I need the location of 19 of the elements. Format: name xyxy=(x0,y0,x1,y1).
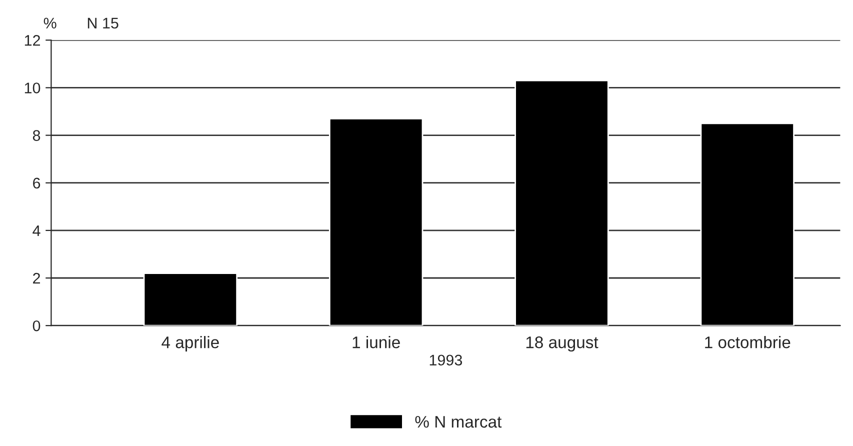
bar xyxy=(328,118,424,326)
y-tick-label: 10 xyxy=(24,82,40,94)
y-tick-label: 4 xyxy=(32,225,40,236)
y-axis-title: % xyxy=(44,18,56,28)
x-axis-title: 1993 xyxy=(430,354,462,366)
y-tick-label: 0 xyxy=(32,320,40,332)
y-tick-label: 12 xyxy=(24,35,40,46)
bar xyxy=(514,80,609,326)
bar xyxy=(700,122,794,326)
y-tick-label: 8 xyxy=(32,130,40,141)
chart-title: N 15 xyxy=(88,18,118,29)
x-tick-label: 4 aprilie xyxy=(162,336,219,352)
y-tick-label: 6 xyxy=(33,178,40,189)
legend-label: % N marcat xyxy=(415,416,502,428)
x-tick-label: 18 august xyxy=(526,336,598,352)
x-tick-label: 1 iunie xyxy=(352,336,400,348)
x-tick-label: 1 octombrie xyxy=(705,336,790,348)
bar xyxy=(143,272,238,326)
y-tick-label: 2 xyxy=(33,272,40,284)
